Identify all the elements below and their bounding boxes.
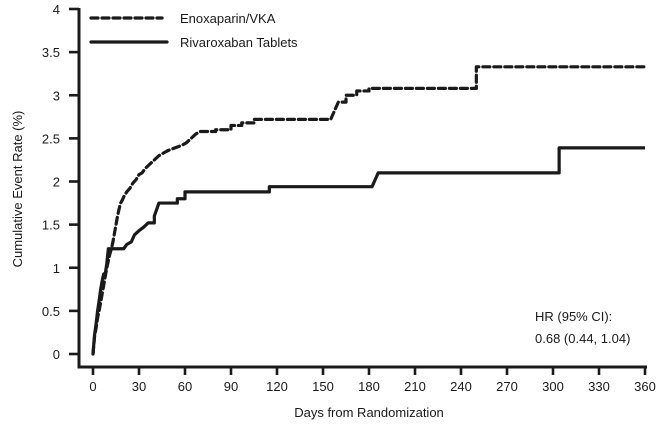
y-tick-label: 3.5: [42, 45, 60, 60]
series-line-enoxaparin-vka: [91, 65, 647, 356]
hr-label: HR (95% CI):: [535, 309, 612, 324]
hazard-ratio-annotation: HR (95% CI): 0.68 (0.44, 1.04): [535, 309, 630, 346]
y-tick-label: 3: [53, 88, 60, 103]
y-tick-label: 0.5: [42, 304, 60, 319]
plot-lines: [91, 65, 647, 356]
y-tick-label: 1: [53, 261, 60, 276]
legend: Enoxaparin/VKA Rivaroxaban Tablets: [89, 11, 298, 50]
legend-label-rivaroxaban: Rivaroxaban Tablets: [180, 35, 298, 50]
y-axis-title: Cumulative Event Rate (%): [10, 111, 25, 268]
x-tick-label: 0: [89, 379, 96, 394]
y-tick-label: 2: [53, 175, 60, 190]
y-ticks: 0 0.5 1 1.5 2 2.5 3 3.5 4: [42, 2, 79, 362]
y-tick-label: 2.5: [42, 131, 60, 146]
x-tick-label: 30: [132, 379, 146, 394]
hr-value: 0.68 (0.44, 1.04): [535, 331, 630, 346]
x-axis-title: Days from Randomization: [294, 405, 444, 420]
x-tick-label: 240: [450, 379, 472, 394]
legend-label-enoxaparin: Enoxaparin/VKA: [180, 11, 276, 26]
x-tick-label: 300: [542, 379, 564, 394]
x-tick-label: 150: [312, 379, 334, 394]
x-tick-label: 360: [634, 379, 656, 394]
x-tick-label: 270: [496, 379, 518, 394]
y-tick-label: 1.5: [42, 218, 60, 233]
series-line-rivaroxaban-tablets: [91, 146, 645, 355]
x-tick-label: 180: [358, 379, 380, 394]
x-tick-label: 60: [178, 379, 192, 394]
x-tick-label: 210: [404, 379, 426, 394]
x-ticks: 0 30 60 90 120 150 180 210 240 270 300 330 360: [89, 367, 656, 394]
y-tick-label: 4: [53, 2, 60, 17]
x-tick-label: 90: [224, 379, 238, 394]
x-tick-label: 330: [588, 379, 610, 394]
x-tick-label: 120: [266, 379, 288, 394]
y-tick-label: 0: [53, 347, 60, 362]
